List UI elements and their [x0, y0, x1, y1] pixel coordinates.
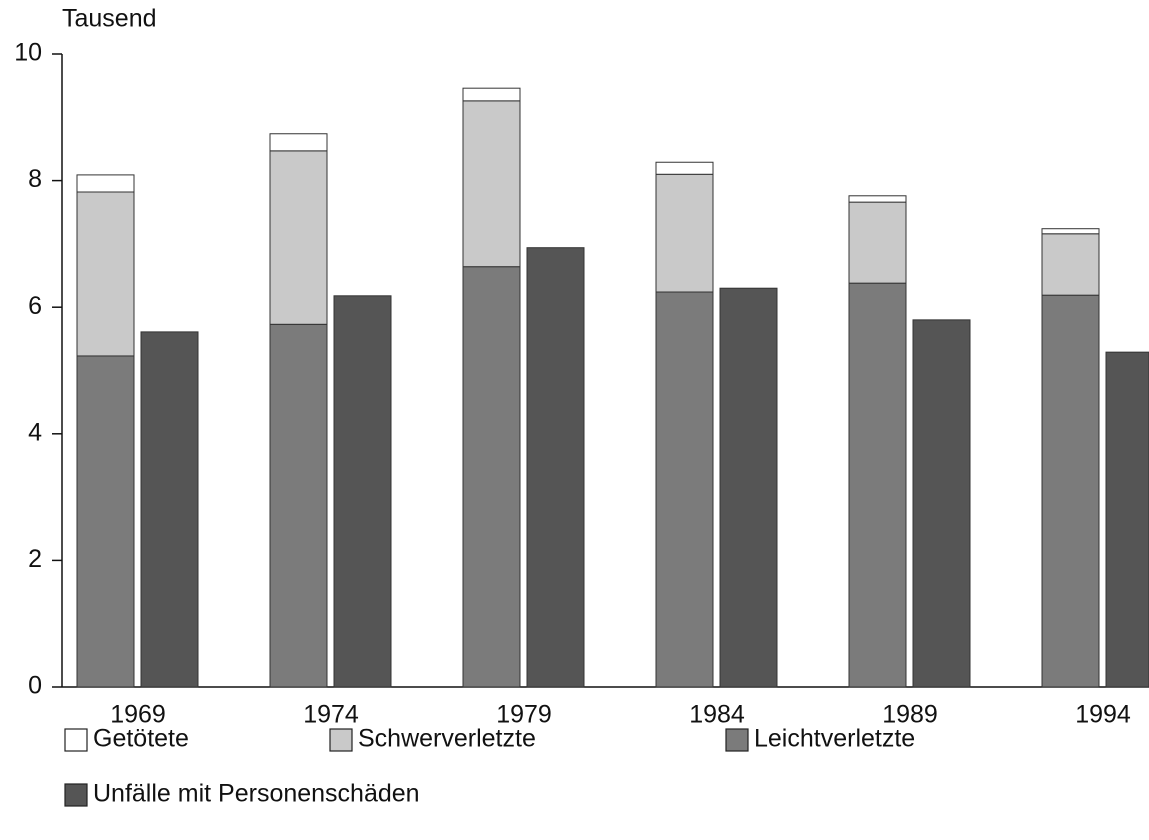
x-tick-label: 1969: [110, 701, 166, 729]
legend-label: Unfälle mit Personenschäden: [93, 780, 420, 808]
bar: [526, 247, 585, 688]
bar-segment: [655, 173, 714, 293]
bar-segment: [76, 174, 135, 193]
y-tick-label: 2: [28, 545, 42, 573]
y-tick-label: 6: [28, 292, 42, 320]
bar-segment: [1041, 294, 1100, 688]
bar: [1105, 351, 1149, 688]
legend-swatch: [64, 728, 88, 752]
bar: [333, 295, 392, 688]
bar-segment: [848, 282, 907, 688]
bar-segment: [269, 323, 328, 688]
bar-segment: [76, 355, 135, 688]
bar-segment: [1041, 228, 1100, 235]
y-axis-label: Tausend: [62, 5, 157, 33]
bar: [719, 287, 778, 688]
y-tick-label: 0: [28, 672, 42, 700]
y-tick-label: 8: [28, 165, 42, 193]
bar: [912, 319, 971, 688]
bar-segment: [848, 195, 907, 203]
y-tick-label: 4: [28, 418, 42, 446]
bar-segment: [462, 266, 521, 688]
bar: [140, 331, 199, 688]
bar-segment: [1041, 233, 1100, 296]
bar-segment: [655, 291, 714, 688]
x-tick-label: 1989: [882, 701, 938, 729]
bar-segment: [76, 191, 135, 357]
x-tick-label: 1994: [1075, 701, 1131, 729]
legend-swatch: [725, 728, 749, 752]
legend-swatch: [64, 783, 88, 807]
x-tick-label: 1984: [689, 701, 745, 729]
bar-segment: [462, 87, 521, 102]
y-tick-label: 10: [14, 39, 42, 67]
x-tick-label: 1974: [303, 701, 359, 729]
bar-segment: [655, 161, 714, 175]
bar-segment: [269, 133, 328, 152]
bar-segment: [269, 150, 328, 325]
legend-label: Leichtverletzte: [754, 725, 915, 753]
legend-swatch: [329, 728, 353, 752]
legend-label: Schwerverletzte: [358, 725, 536, 753]
legend-label: Getötete: [93, 725, 189, 753]
bar-segment: [848, 201, 907, 284]
bar-segment: [462, 100, 521, 268]
x-tick-label: 1979: [496, 701, 552, 729]
